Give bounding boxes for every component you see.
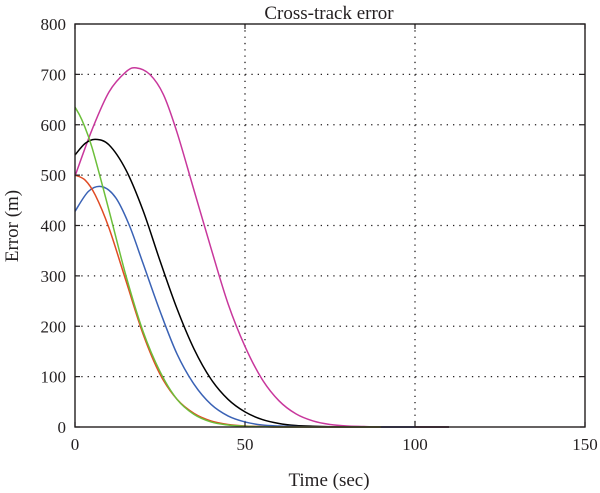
series-group: [74, 66, 449, 428]
series-line-3: [74, 185, 415, 428]
y-tick-label: 500: [41, 166, 67, 185]
x-tick-label: 100: [402, 435, 428, 454]
x-tick-label: 0: [71, 435, 80, 454]
grid-lines: [75, 24, 585, 427]
x-tick-labels: 0 50 100 150: [71, 435, 598, 454]
series-line-4: [74, 174, 381, 428]
x-tick-label: 50: [237, 435, 254, 454]
x-axis-label: Time (sec): [288, 470, 369, 491]
y-tick-label: 400: [41, 217, 67, 236]
x-tick-label: 150: [572, 435, 598, 454]
tick-marks: [74, 23, 586, 428]
chart-title: Cross-track error: [264, 3, 394, 24]
y-tick-label: 300: [41, 267, 67, 286]
y-tick-labels: 0 100 200 300 400 500 600 700 800: [41, 15, 67, 437]
y-tick-label: 800: [41, 15, 67, 34]
series-line-1: [74, 66, 449, 428]
y-tick-label: 700: [41, 65, 67, 84]
series-line-2: [74, 138, 449, 428]
y-tick-label: 200: [41, 317, 67, 336]
y-axis-label: Error (m): [2, 190, 23, 262]
y-tick-label: 600: [41, 116, 67, 135]
y-tick-label: 100: [41, 368, 67, 387]
y-tick-label: 0: [58, 418, 67, 437]
